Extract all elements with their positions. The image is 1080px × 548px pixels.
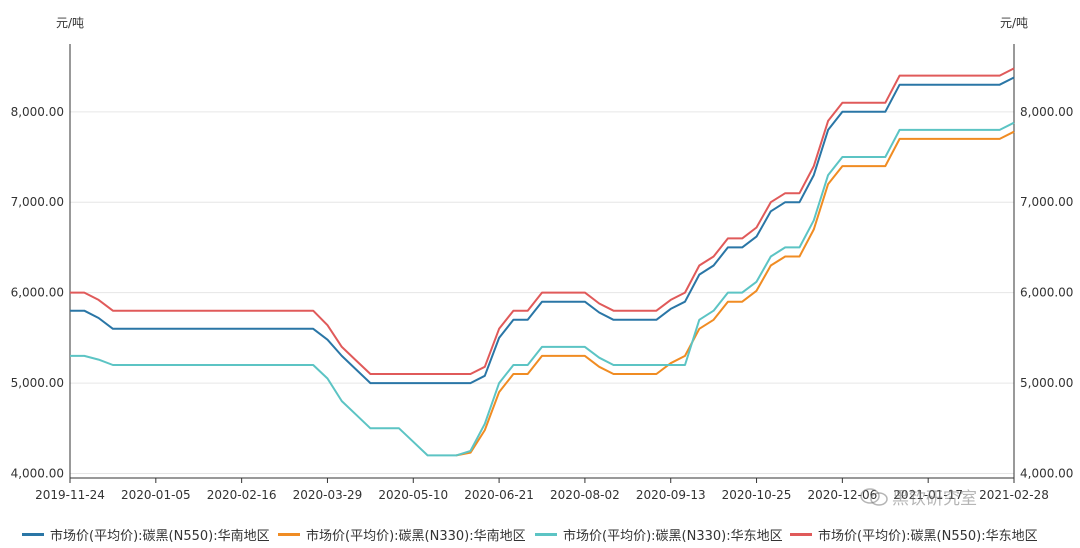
x-tick-label: 2019-11-24 bbox=[35, 488, 105, 502]
series-line-4 bbox=[70, 67, 1015, 375]
legend-item-n330-south[interactable]: 市场价(平均价):碳黑(N330):华南地区 bbox=[278, 524, 526, 544]
y-tick-label-right: 8,000.00 bbox=[1020, 105, 1073, 119]
legend-item-n550-south[interactable]: 市场价(平均价):碳黑(N550):华南地区 bbox=[22, 524, 270, 544]
watermark-text: 黑钦研究室 bbox=[892, 489, 977, 509]
y-tick-label-right: 7,000.00 bbox=[1020, 195, 1073, 209]
y-tick-label-right: 6,000.00 bbox=[1020, 286, 1073, 300]
y-tick-label-right: 4,000.00 bbox=[1020, 466, 1073, 480]
watermark: 黑钦研究室 bbox=[860, 484, 977, 509]
x-tick-label: 2020-02-16 bbox=[207, 488, 277, 502]
y-tick-label-right: 5,000.00 bbox=[1020, 376, 1073, 390]
x-tick-label: 2020-03-29 bbox=[293, 488, 363, 502]
legend-item-n330-east[interactable]: 市场价(平均价):碳黑(N330):华东地区 bbox=[535, 524, 783, 544]
series-line-3 bbox=[70, 121, 1015, 457]
legend-label: 市场价(平均价):碳黑(N330):华东地区 bbox=[563, 528, 783, 544]
x-tick-label: 2020-06-21 bbox=[464, 488, 534, 502]
y-tick-label-left: 5,000.00 bbox=[11, 376, 64, 390]
x-tick-label: 2020-08-02 bbox=[550, 488, 620, 502]
series-line-2 bbox=[456, 130, 1015, 457]
x-tick-label: 2020-05-10 bbox=[378, 488, 448, 502]
y-tick-label-left: 7,000.00 bbox=[11, 195, 64, 209]
x-tick-label: 2021-02-28 bbox=[979, 488, 1049, 502]
legend-label: 市场价(平均价):碳黑(N330):华南地区 bbox=[306, 528, 526, 544]
legend-swatch bbox=[535, 532, 557, 536]
legend-swatch bbox=[790, 532, 812, 536]
legend-swatch bbox=[22, 532, 44, 536]
y-tick-label-left: 6,000.00 bbox=[11, 286, 64, 300]
legend-label: 市场价(平均价):碳黑(N550):华东地区 bbox=[818, 528, 1038, 544]
x-tick-label: 2020-09-13 bbox=[636, 488, 706, 502]
y-tick-label-left: 4,000.00 bbox=[11, 466, 64, 480]
x-tick-label: 2021-01-17 bbox=[893, 488, 963, 502]
legend-label: 市场价(平均价):碳黑(N550):华南地区 bbox=[50, 528, 270, 544]
x-tick-label: 2020-12-06 bbox=[807, 488, 877, 502]
legend-item-n550-east[interactable]: 市场价(平均价):碳黑(N550):华东地区 bbox=[790, 524, 1038, 544]
chat-bubble-icon bbox=[860, 487, 888, 506]
x-tick-label: 2020-10-25 bbox=[722, 488, 792, 502]
x-tick-label: 2020-01-05 bbox=[121, 488, 191, 502]
legend-swatch bbox=[278, 532, 300, 536]
series-line-1 bbox=[70, 76, 1015, 385]
chart-legend: 市场价(平均价):碳黑(N550):华南地区 市场价(平均价):碳黑(N330)… bbox=[22, 524, 1080, 544]
left-axis-unit: 元/吨 bbox=[56, 16, 85, 30]
y-tick-label-left: 8,000.00 bbox=[11, 105, 64, 119]
right-axis-unit: 元/吨 bbox=[1000, 16, 1029, 30]
